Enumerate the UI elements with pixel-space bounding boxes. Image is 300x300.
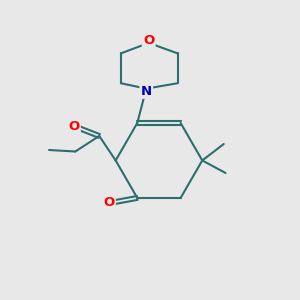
Text: N: N xyxy=(141,85,152,98)
Text: O: O xyxy=(68,120,80,133)
Text: O: O xyxy=(103,196,115,209)
Text: O: O xyxy=(143,34,154,47)
